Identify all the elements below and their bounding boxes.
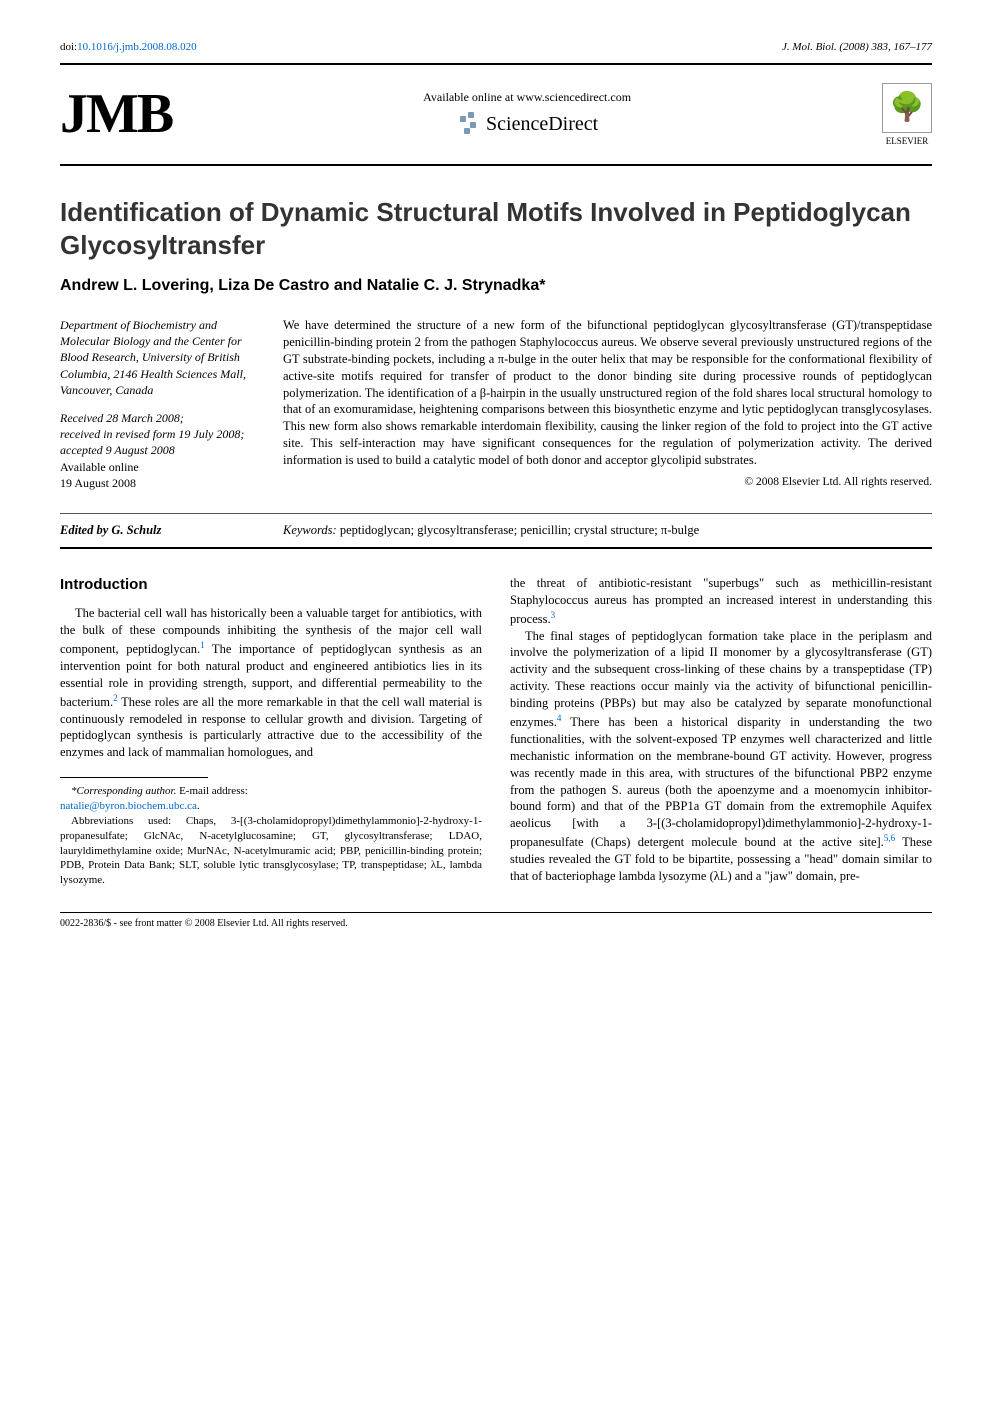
bottom-copyright: 0022-2836/$ - see front matter © 2008 El… <box>60 912 932 931</box>
article-dates: Received 28 March 2008; received in revi… <box>60 410 255 491</box>
received-date: Received 28 March 2008; <box>60 411 184 425</box>
journal-reference: J. Mol. Biol. (2008) 383, 167–177 <box>782 40 932 55</box>
online-label: Available online <box>60 460 139 474</box>
elsevier-text: ELSEVIER <box>882 135 932 147</box>
col2-paragraph-2: The final stages of peptidoglycan format… <box>510 628 932 885</box>
top-bar: doi:10.1016/j.jmb.2008.08.020 J. Mol. Bi… <box>60 40 932 55</box>
elsevier-tree-icon: 🌳 <box>882 83 932 133</box>
online-date: 19 August 2008 <box>60 476 136 490</box>
accepted-date: accepted 9 August 2008 <box>60 443 175 457</box>
keywords: Keywords: peptidoglycan; glycosyltransfe… <box>283 522 932 539</box>
edited-by: Edited by G. Schulz <box>60 522 255 539</box>
keywords-row: Edited by G. Schulz Keywords: peptidogly… <box>60 522 932 549</box>
col2-continuation: the threat of antibiotic-resistant "supe… <box>510 575 932 628</box>
sciencedirect-text: ScienceDirect <box>486 111 598 138</box>
corresponding-author: *Corresponding author. E-mail address: n… <box>60 784 482 814</box>
elsevier-logo-block: 🌳 ELSEVIER <box>882 83 932 147</box>
intro-text-1c: These roles are all the more remarkable … <box>60 695 482 760</box>
intro-paragraph-1: The bacterial cell wall has historically… <box>60 605 482 761</box>
author-email[interactable]: natalie@byron.biochem.ubc.ca <box>60 800 197 812</box>
jmb-logo: JMB <box>60 77 172 153</box>
available-online-text: Available online at www.sciencedirect.co… <box>192 89 862 105</box>
sciencedirect-icon <box>456 112 480 136</box>
header-center: Available online at www.sciencedirect.co… <box>192 89 862 141</box>
abbreviations: Abbreviations used: Chaps, 3-[(3-cholami… <box>60 814 482 888</box>
doi-label: doi: <box>60 41 77 53</box>
sciencedirect-logo: ScienceDirect <box>456 111 598 138</box>
keywords-label: Keywords: <box>283 523 337 537</box>
col2-text-2a: The final stages of peptidoglycan format… <box>510 629 932 730</box>
journal-header: JMB Available online at www.sciencedirec… <box>60 63 932 167</box>
article-title: Identification of Dynamic Structural Mot… <box>60 196 932 261</box>
doi: doi:10.1016/j.jmb.2008.08.020 <box>60 40 197 55</box>
keywords-list: peptidoglycan; glycosyltransferase; peni… <box>337 523 699 537</box>
ref-5-6[interactable]: 5,6 <box>884 833 895 843</box>
abstract-text: We have determined the structure of a ne… <box>283 318 932 467</box>
copyright-line: © 2008 Elsevier Ltd. All rights reserved… <box>283 475 932 491</box>
author-list: Andrew L. Lovering, Liza De Castro and N… <box>60 275 932 297</box>
introduction-heading: Introduction <box>60 575 482 595</box>
body-columns: Introduction The bacterial cell wall has… <box>60 575 932 888</box>
revised-date: received in revised form 19 July 2008; <box>60 427 244 441</box>
footnote-rule <box>60 777 208 778</box>
col2-text-2b: There has been a historical disparity in… <box>510 715 932 849</box>
corr-label: *Corresponding author. <box>71 785 176 797</box>
doi-link[interactable]: 10.1016/j.jmb.2008.08.020 <box>77 41 196 53</box>
abstract-column: We have determined the structure of a ne… <box>283 317 932 503</box>
affiliation: Department of Biochemistry and Molecular… <box>60 317 255 398</box>
ref-3[interactable]: 3 <box>551 610 556 620</box>
footnotes: *Corresponding author. E-mail address: n… <box>60 784 482 888</box>
col2-text-1a: the threat of antibiotic-resistant "supe… <box>510 576 932 626</box>
meta-abstract-block: Department of Biochemistry and Molecular… <box>60 317 932 514</box>
meta-column: Department of Biochemistry and Molecular… <box>60 317 255 503</box>
corr-text: E-mail address: <box>176 785 247 797</box>
